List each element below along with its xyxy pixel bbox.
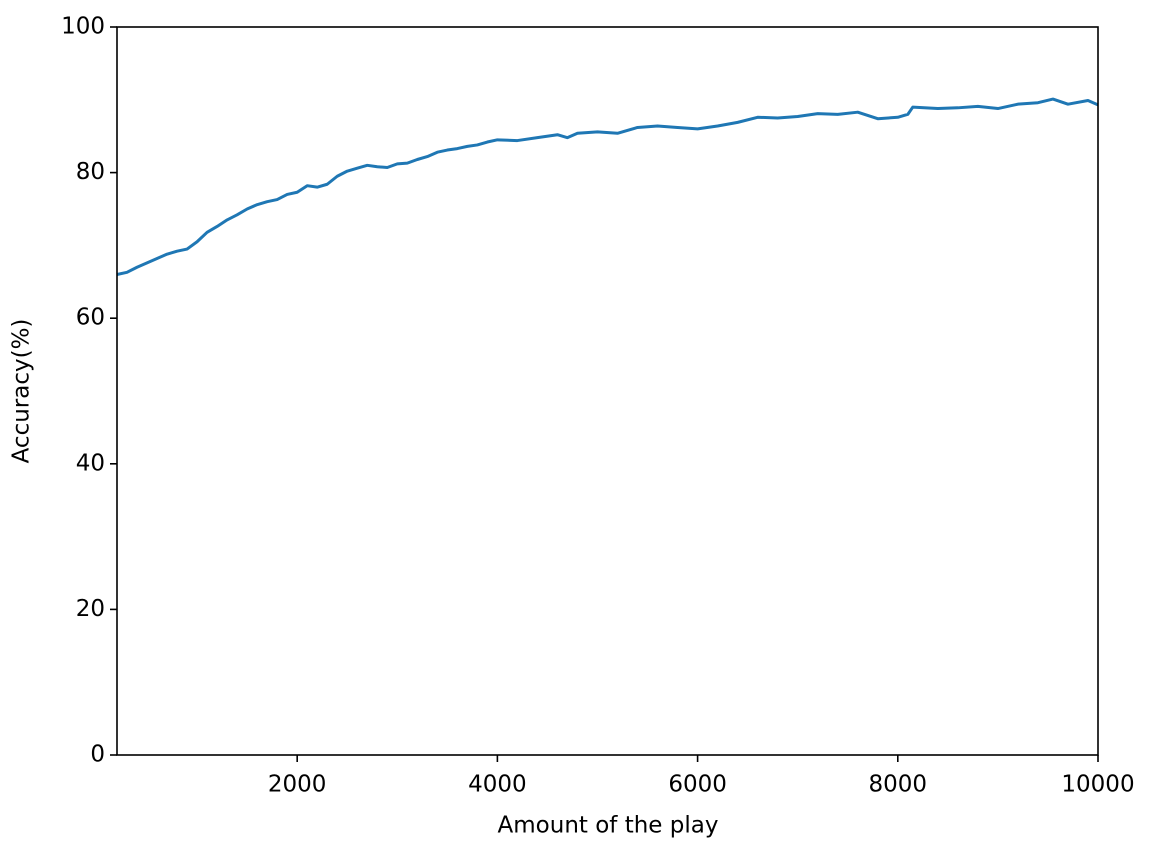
plot-frame <box>116 26 1099 756</box>
y-tick-label: 0 <box>90 742 105 768</box>
data-line <box>116 97 1099 276</box>
x-tick-label: 10000 <box>1061 772 1134 798</box>
x-tick-label: 6000 <box>668 772 727 798</box>
y-axis-label: Accuracy(%) <box>9 319 35 464</box>
x-tick-label: 8000 <box>869 772 928 798</box>
y-tick-label: 100 <box>61 14 105 40</box>
x-tick-label: 2000 <box>268 772 327 798</box>
y-tick-label: 20 <box>76 596 105 622</box>
y-tick-label: 60 <box>76 305 105 331</box>
x-axis-label: Amount of the play <box>498 813 719 839</box>
x-tick-label: 4000 <box>468 772 527 798</box>
y-tick-label: 40 <box>76 450 105 476</box>
y-tick-label: 80 <box>76 159 105 185</box>
